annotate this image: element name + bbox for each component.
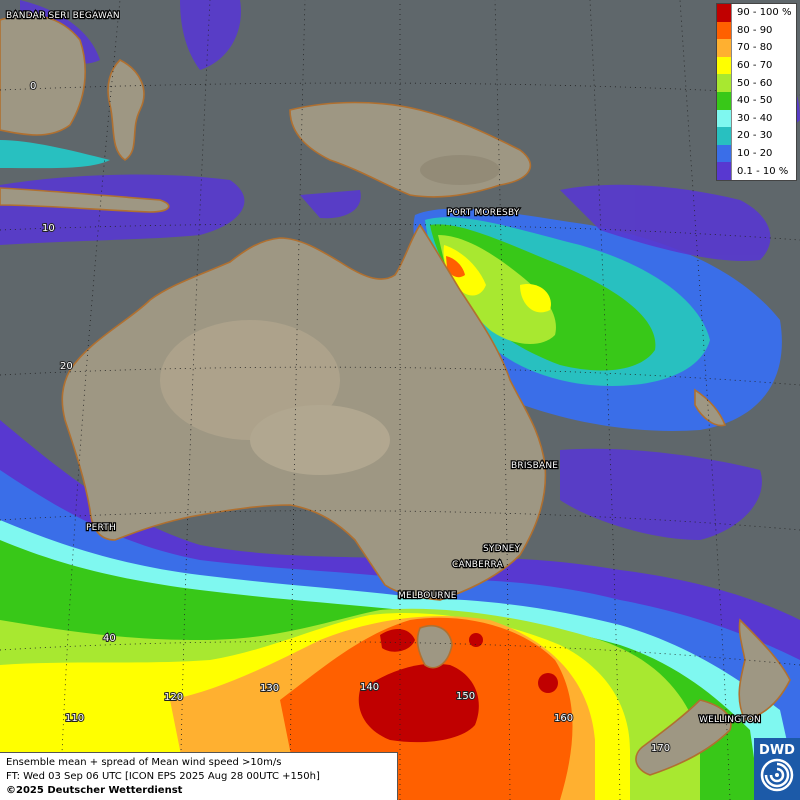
lon-label-130: 130 — [260, 683, 279, 694]
city-melbourne: MELBOURNE — [398, 591, 457, 601]
legend-label: 0.1 - 10 % — [737, 165, 789, 177]
lat-label-10: 10 — [42, 223, 55, 234]
city-canberra: CANBERRA — [452, 560, 504, 570]
city-port-moresby: PORT MORESBY — [447, 208, 520, 218]
legend-label: 30 - 40 — [737, 112, 773, 124]
legend: 90 - 100 % 80 - 90 70 - 80 60 - 70 50 - 60 40… — [716, 3, 797, 181]
legend-label: 10 - 20 — [737, 148, 773, 160]
info-title: Ensemble mean + spread of Mean wind spee… — [6, 757, 282, 768]
lat-label-40: 40 — [103, 633, 116, 644]
city-bandar-seri-begawan: BANDAR SERI BEGAWAN — [6, 11, 120, 21]
legend-swatch — [717, 74, 732, 92]
australia — [61, 223, 547, 601]
legend-swatch — [717, 144, 732, 163]
legend-row: 20 - 30 — [717, 127, 796, 145]
legend-row: 0.1 - 10 % — [717, 162, 796, 180]
dwd-logo: DWD — [754, 738, 800, 800]
legend-row: 40 - 50 — [717, 91, 796, 110]
legend-row: 50 - 60 — [717, 74, 796, 92]
logo-text: DWD — [759, 743, 795, 758]
legend-row: 90 - 100 % — [717, 4, 796, 22]
lon-label-150: 150 — [456, 691, 475, 702]
lon-label-140: 140 — [360, 682, 379, 693]
borneo — [0, 14, 86, 136]
legend-swatch — [717, 162, 732, 180]
legend-swatch — [717, 109, 732, 128]
lon-label-110: 110 — [65, 713, 84, 724]
tasmania — [416, 624, 453, 669]
legend-swatch — [717, 91, 732, 110]
copyright: ©2025 Deutscher Wetterdienst — [6, 785, 183, 796]
legend-label: 40 - 50 — [737, 95, 773, 107]
java-islands — [0, 187, 170, 213]
legend-label: 70 - 80 — [737, 42, 773, 54]
sulawesi — [107, 59, 145, 161]
terrain-shading — [160, 155, 500, 475]
legend-row: 70 - 80 — [717, 39, 796, 57]
info-forecast-time: FT: Wed 03 Sep 06 UTC [ICON EPS 2025 Aug… — [6, 771, 320, 782]
legend-row: 30 - 40 — [717, 109, 796, 128]
city-wellington: WELLINGTON — [699, 715, 761, 725]
city-perth: PERTH — [86, 523, 116, 533]
cities: BANDAR SERI BEGAWAN PORT MORESBY BRISBAN… — [5, 10, 762, 726]
nz-north-island — [738, 618, 791, 721]
legend-swatch — [717, 21, 732, 40]
city-sydney: SYDNEY — [483, 544, 521, 554]
legend-swatch — [717, 56, 732, 75]
landmasses — [0, 14, 791, 776]
swirl-icon — [760, 758, 794, 792]
legend-label: 80 - 90 — [737, 24, 773, 36]
nz-south-island — [635, 699, 732, 776]
legend-label: 90 - 100 % — [737, 7, 792, 19]
legend-row: 10 - 20 — [717, 144, 796, 163]
lat-label-0: 0 — [30, 81, 36, 92]
new-guinea — [289, 101, 532, 198]
lon-label-120: 120 — [164, 692, 183, 703]
lat-label-20: 20 — [60, 361, 73, 372]
info-box: Ensemble mean + spread of Mean wind spee… — [0, 752, 398, 800]
legend-swatch — [717, 4, 732, 22]
lon-label-160: 160 — [554, 713, 573, 724]
legend-row: 80 - 90 — [717, 21, 796, 40]
legend-row: 60 - 70 — [717, 56, 796, 75]
legend-label: 60 - 70 — [737, 60, 773, 72]
legend-swatch — [717, 39, 732, 57]
grid-labels: 0 10 20 40 110 120 130 140 150 160 170 — [29, 80, 671, 755]
legend-label: 20 - 30 — [737, 130, 773, 142]
legend-label: 50 - 60 — [737, 77, 773, 89]
lon-label-170: 170 — [651, 743, 670, 754]
legend-swatch — [717, 127, 732, 145]
city-brisbane: BRISBANE — [511, 461, 558, 471]
